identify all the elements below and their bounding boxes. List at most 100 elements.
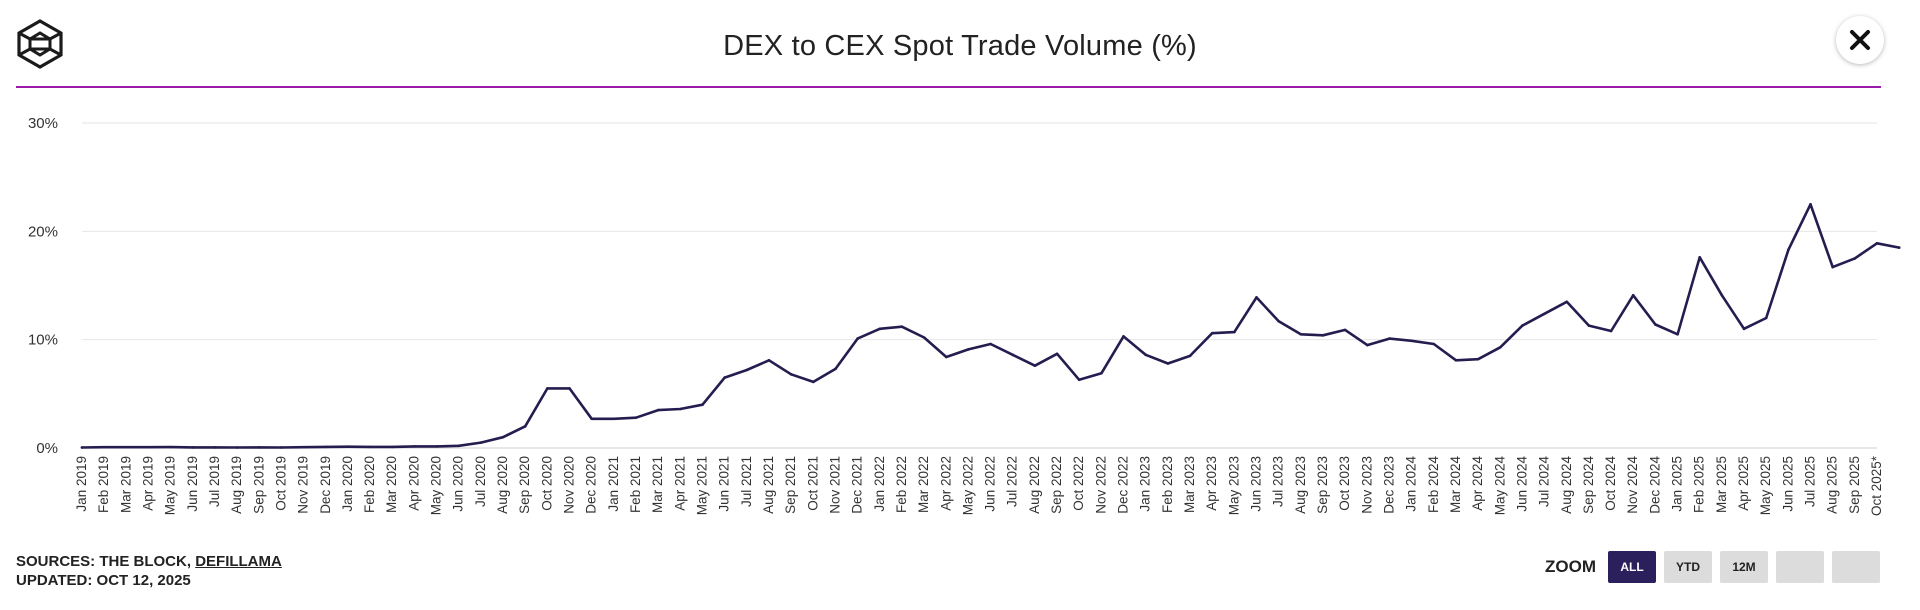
zoom-button-5[interactable]: [1832, 551, 1880, 583]
data-point: [102, 445, 106, 449]
x-tick-label: Sep 2023: [1315, 456, 1330, 514]
data-point: [479, 441, 483, 444]
x-tick-label: Mar 2024: [1448, 456, 1463, 514]
data-point: [1055, 352, 1059, 356]
data-point: [1299, 332, 1303, 336]
data-point: [324, 445, 328, 449]
data-point: [368, 445, 372, 449]
zoom-button-4[interactable]: [1776, 551, 1824, 583]
x-tick-label: Dec 2023: [1381, 456, 1396, 514]
close-icon: [1850, 30, 1870, 50]
x-tick-label: Apr 2019: [140, 456, 155, 511]
data-point: [435, 445, 438, 448]
x-tick-label: Sep 2025: [1847, 456, 1862, 514]
data-point: [501, 435, 505, 439]
zoom-12m-button[interactable]: 12M: [1720, 551, 1768, 583]
data-point: [568, 387, 571, 390]
x-tick-label: May 2022: [960, 456, 975, 515]
data-point: [1321, 334, 1325, 337]
data-point: [1277, 319, 1280, 323]
data-point: [811, 380, 815, 384]
x-tick-label: Jul 2025: [1803, 456, 1818, 507]
data-point: [546, 387, 549, 390]
data-point: [1609, 329, 1613, 333]
y-axis-labels: 0% 10% 20% 30%: [28, 115, 58, 457]
y-tick-label: 30%: [28, 115, 58, 132]
x-tick-label: Jun 2019: [185, 456, 200, 512]
x-tick-label: Apr 2020: [406, 456, 421, 511]
x-tick-label: Nov 2021: [827, 456, 842, 514]
x-tick-label: Aug 2021: [761, 456, 776, 514]
data-point: [1565, 300, 1569, 304]
data-point: [1011, 353, 1015, 357]
x-tick-label: Jun 2021: [717, 456, 732, 512]
x-tick-label: Aug 2024: [1559, 456, 1574, 514]
x-tick-label: Aug 2022: [1027, 456, 1042, 514]
data-point: [457, 444, 461, 448]
x-tick-label: Jan 2019: [74, 456, 89, 512]
data-point: [390, 445, 394, 449]
x-tick-label: May 2023: [1226, 456, 1241, 515]
data-point: [1210, 331, 1214, 335]
data-point: [878, 327, 882, 331]
data-point: [612, 417, 616, 421]
x-tick-label: Jan 2024: [1404, 456, 1419, 512]
data-point: [922, 336, 926, 339]
series-layer: [80, 202, 1901, 449]
x-tick-label: Oct 2025*: [1869, 455, 1884, 516]
the-block-logo-icon: [17, 19, 63, 69]
data-point: [147, 445, 150, 449]
data-point: [944, 355, 948, 359]
x-tick-label: Aug 2020: [495, 456, 510, 514]
x-tick-label: Jun 2025: [1780, 456, 1795, 512]
x-tick-label: Dec 2021: [850, 456, 865, 514]
data-point: [1122, 335, 1125, 338]
x-tick-label: Nov 2019: [296, 456, 311, 514]
data-point: [989, 342, 992, 346]
x-tick-label: Feb 2021: [628, 456, 643, 513]
x-tick-label: Nov 2022: [1093, 456, 1108, 514]
close-button[interactable]: [1836, 16, 1884, 64]
data-point: [590, 417, 593, 421]
zoom-label: ZOOM: [1545, 557, 1596, 576]
x-tick-label: Apr 2023: [1204, 456, 1219, 511]
x-tick-label: Dec 2024: [1647, 456, 1662, 514]
data-point: [1476, 357, 1480, 361]
x-tick-label: Jul 2021: [739, 456, 754, 507]
x-tick-label: Oct 2020: [539, 456, 554, 511]
data-point: [967, 348, 970, 351]
data-point: [1077, 378, 1081, 382]
line-chart: 0% 10% 20% 30% Jan 2019 Feb 2019 Mar 2019 Apr …: [28, 115, 1901, 516]
x-tick-label: Feb 2019: [96, 456, 111, 513]
x-tick-label: Feb 2023: [1160, 456, 1175, 513]
series-line: [80, 203, 1901, 449]
x-axis-labels: Jan 2019 Feb 2019 Mar 2019 Apr 2019 May 2019…: [74, 455, 1884, 516]
x-tick-label: Apr 2022: [938, 456, 953, 511]
x-tick-label: Jul 2023: [1271, 456, 1286, 507]
data-point: [346, 445, 350, 449]
x-tick-label: Jan 2025: [1670, 456, 1685, 512]
x-tick-label: Dec 2020: [584, 456, 599, 514]
x-tick-label: Feb 2020: [362, 456, 377, 513]
zoom-all-button[interactable]: ALL: [1608, 551, 1656, 583]
x-tick-label: May 2024: [1492, 456, 1507, 516]
data-point: [1188, 354, 1192, 358]
data-point: [745, 368, 749, 372]
zoom-ytd-button[interactable]: YTD: [1664, 551, 1712, 583]
x-tick-label: Nov 2024: [1625, 456, 1640, 514]
defillama-link[interactable]: DEFILLAMA: [195, 553, 282, 570]
data-point: [856, 337, 859, 340]
data-point: [1897, 246, 1901, 249]
x-tick-label: Jun 2020: [451, 456, 466, 512]
data-point: [1875, 241, 1879, 245]
data-point: [679, 407, 682, 411]
data-point: [125, 445, 128, 449]
x-tick-label: Aug 2023: [1293, 456, 1308, 514]
data-point: [413, 445, 416, 448]
data-point: [1543, 312, 1546, 315]
x-tick-label: Apr 2025: [1736, 456, 1751, 511]
x-tick-label: May 2025: [1758, 456, 1773, 515]
data-point: [1764, 316, 1768, 320]
data-point: [1809, 202, 1812, 206]
x-tick-label: Sep 2024: [1581, 456, 1596, 514]
